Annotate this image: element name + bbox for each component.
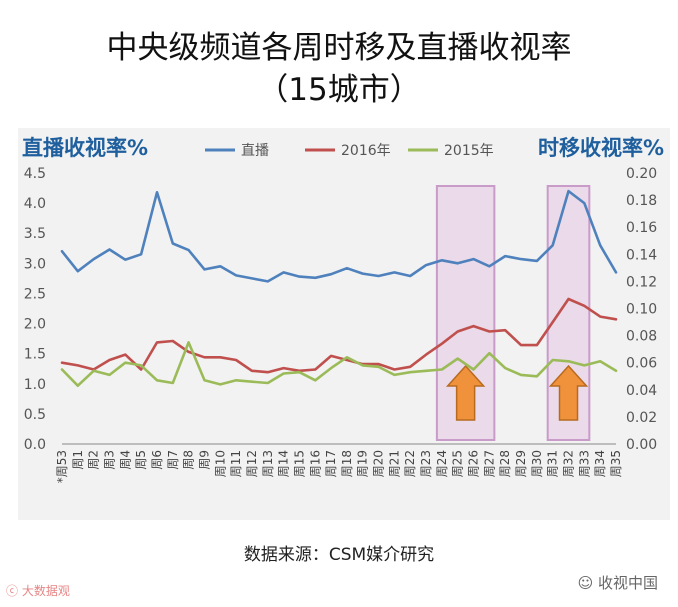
x-tick-label: 周12 [245,450,259,477]
y-tick-label: 3.0 [24,256,46,272]
chart-subtitle: （15城市） [257,72,421,108]
x-tick-label: 周22 [403,450,417,477]
x-tick-label: 周16 [308,450,322,477]
watermark-left-text: 大数据观 [21,584,70,598]
series-layer [60,189,618,387]
y-tick-label: 1.0 [24,377,46,393]
legend-label: 2015年 [444,143,494,159]
x-tick-label: 周2 [87,450,101,470]
x-tick-label: 周31 [546,450,560,477]
x-tick-label: 周26 [467,450,481,477]
x-tick-label: 周27 [482,450,496,477]
wechat-icon: ☺ [577,574,594,592]
x-tick-label: 周24 [435,450,449,477]
x-tick-label: 周14 [277,450,291,477]
x-tick-label: 周23 [419,450,433,477]
watermark-right: ☺ 收视中国 [578,572,658,593]
y2-tick-label: 0.16 [626,220,657,236]
y2-tick-label: 0.12 [626,274,657,290]
watermark-logo-icon: ⓒ [6,584,19,598]
axes-layer: 0.0 0.5 1.0 1.5 2.0 2.5 3.0 3.5 4.0 4.5 0.00 0.02 0.… [24,166,658,483]
source-note: 数据来源：CSM媒介研究 [243,545,435,565]
y2-tick-label: 0.00 [626,437,657,453]
x-tick-label: 周18 [340,450,354,477]
y2-tick-label: 0.04 [626,383,657,399]
up-arrow-icon [548,364,589,421]
x-tick-label: 周29 [514,450,528,477]
x-tick-label: 周3 [102,450,116,470]
x-tick-label: 周6 [150,450,164,470]
y-tick-label: 4.5 [24,166,46,182]
x-tick-label: 周11 [229,450,243,477]
x-tick-label: 周15 [292,450,306,477]
x-tick-label: 周21 [387,450,401,477]
x-tick-label: 周7 [166,450,180,470]
x-tick-label: 周34 [593,450,607,477]
y-tick-label: 2.5 [24,286,46,302]
series-line-1 [60,189,618,283]
x-tick-label: 周28 [498,450,512,477]
legend-label: 直播 [241,142,269,159]
watermark-left: ⓒ 大数据观 [6,582,70,599]
chart-title: 中央级频道各周时移及直播收视率 [106,30,572,66]
series-line-2 [60,297,618,374]
y2-tick-label: 0.02 [626,410,657,426]
y-tick-label: 0.5 [24,407,46,423]
y2-tick-label: 0.06 [626,356,657,372]
x-tick-label: 周19 [356,450,370,477]
x-tick-label: 周32 [562,450,576,477]
x-tick-label: 周33 [577,450,591,477]
y2-tick-label: 0.14 [626,247,657,263]
y-axis-title: 直播收视率% [22,136,149,160]
series-line-3 [60,341,618,387]
x-tick-label: 周10 [213,450,227,477]
y2-tick-label: 0.20 [626,166,657,182]
x-tick-label: 周20 [372,450,386,477]
x-tick-label: 周8 [182,450,196,470]
x-tick-label: 周1 [71,450,85,470]
x-tick-label: 周9 [197,450,211,470]
x-tick-label: 周30 [530,450,544,477]
y-tick-label: 4.0 [24,196,46,212]
x-tick-label: *周53 [55,450,69,483]
y2-tick-label: 0.18 [626,193,657,209]
y-tick-label: 0.0 [24,437,46,453]
legend-label: 2016年 [341,143,391,159]
y-tick-label: 2.0 [24,317,46,333]
x-tick-label: 周5 [134,450,148,470]
up-arrow-icon [445,364,486,421]
legend: 直播 2016年 2015年 [205,142,494,159]
x-tick-label: 周35 [609,450,623,477]
x-tick-label: 周17 [324,450,338,477]
y2-tick-label: 0.10 [626,302,657,318]
x-tick-label: 周13 [261,450,275,477]
x-tick-label: 周4 [118,450,132,470]
y-tick-label: 3.5 [24,226,46,242]
secondary-y-axis-title: 时移收视率% [537,136,664,160]
y-tick-label: 1.5 [24,347,46,363]
y2-tick-label: 0.08 [626,329,657,345]
x-tick-label: 周25 [451,450,465,477]
highlight-layer [435,185,591,441]
watermark-right-text: 收视中国 [597,574,658,592]
